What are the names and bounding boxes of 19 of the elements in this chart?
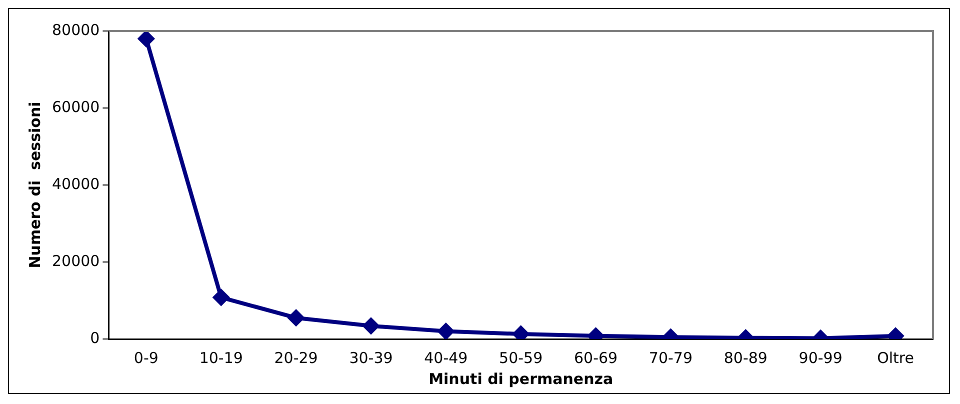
x-tick-label: Oltre [877, 348, 914, 367]
x-tick-label: 20-29 [274, 348, 318, 367]
y-tick-label: 60000 [52, 98, 100, 116]
x-tick-label: 40-49 [424, 348, 468, 367]
y-tick-label: 0 [90, 328, 100, 347]
x-axis-title: Minuti di permanenza [428, 370, 614, 388]
x-tick-label: 70-79 [648, 348, 693, 367]
x-tick-label: 10-19 [199, 348, 243, 367]
x-tick-label: 0-9 [134, 348, 158, 367]
x-tick-label: 30-39 [349, 348, 393, 367]
y-tick-label: 20000 [52, 252, 100, 270]
x-tick-label: 90-99 [798, 348, 842, 367]
y-axis-title: Numero di sessioni [26, 102, 44, 268]
point [138, 31, 154, 47]
y-tick-label: 40000 [52, 174, 100, 193]
y-tick-label: 80000 [52, 20, 100, 39]
x-tick-label: 80-89 [724, 348, 768, 367]
x-tick-label: 50-59 [499, 348, 543, 367]
x-tick-label: 60-69 [574, 348, 618, 367]
